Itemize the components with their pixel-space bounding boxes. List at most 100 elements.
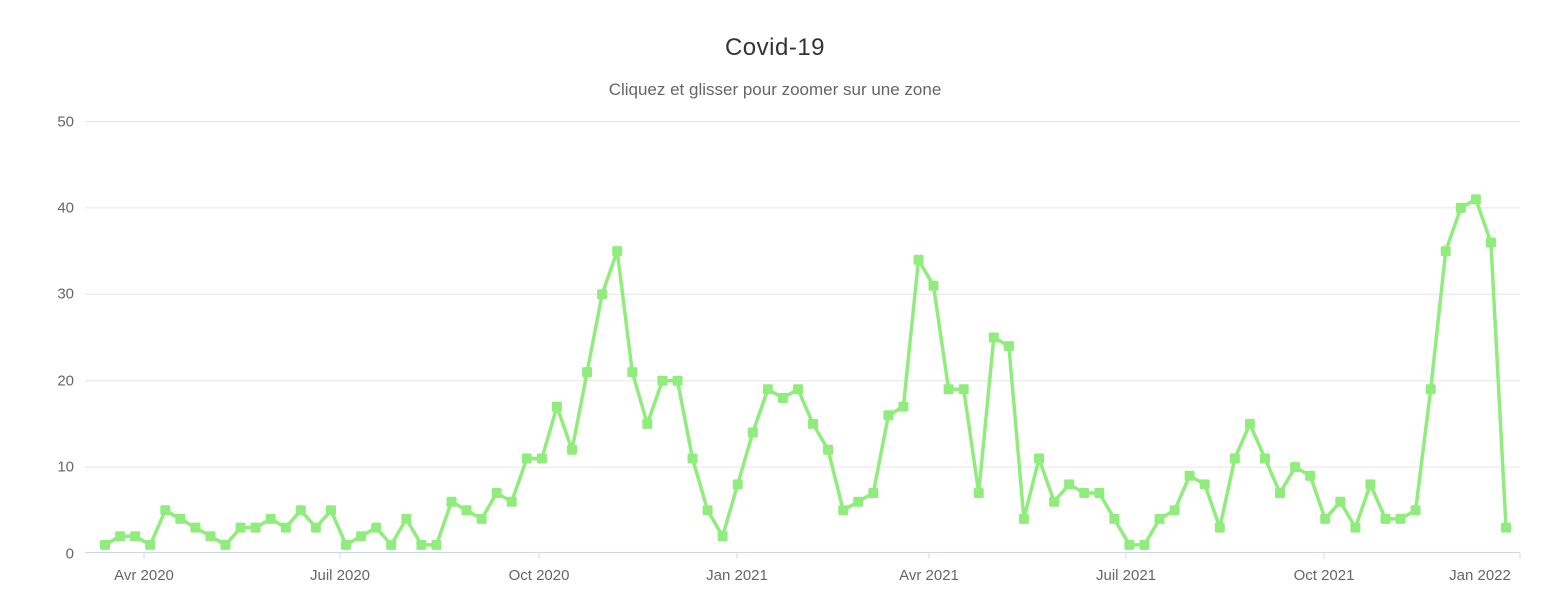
data-point[interactable]	[265, 513, 276, 524]
data-point[interactable]	[160, 505, 171, 516]
data-point[interactable]	[1094, 488, 1105, 498]
data-point[interactable]	[642, 418, 653, 429]
data-point[interactable]	[868, 488, 879, 498]
data-point[interactable]	[250, 522, 261, 533]
plot-area[interactable]	[85, 115, 1520, 553]
data-point[interactable]	[190, 522, 201, 533]
data-point[interactable]	[612, 246, 623, 257]
data-point[interactable]	[205, 531, 216, 542]
x-axis-label: Jan 2022	[1449, 567, 1511, 584]
data-point[interactable]	[536, 453, 547, 464]
data-point[interactable]	[687, 453, 698, 464]
data-point[interactable]	[506, 496, 517, 507]
x-axis-label: Oct 2021	[1293, 567, 1355, 584]
data-point[interactable]	[326, 505, 336, 516]
data-point[interactable]	[1275, 488, 1285, 498]
data-point[interactable]	[1154, 513, 1165, 524]
y-axis-label: 50	[57, 113, 74, 130]
data-point[interactable]	[1455, 202, 1466, 213]
x-axis-label: Juil 2020	[309, 567, 371, 584]
data-point[interactable]	[341, 539, 351, 550]
data-point[interactable]	[521, 453, 532, 464]
data-point[interactable]	[1034, 453, 1044, 464]
data-point[interactable]	[732, 479, 743, 490]
data-point[interactable]	[235, 522, 246, 533]
data-point[interactable]	[1335, 496, 1346, 507]
data-point[interactable]	[672, 375, 683, 386]
data-point[interactable]	[943, 384, 954, 395]
data-point[interactable]	[551, 401, 562, 412]
data-point[interactable]	[627, 367, 638, 378]
data-point[interactable]	[1350, 522, 1361, 533]
data-point[interactable]	[1501, 522, 1511, 533]
data-point[interactable]	[115, 531, 126, 542]
data-point[interactable]	[1425, 384, 1436, 395]
data-point[interactable]	[371, 522, 382, 533]
data-point[interactable]	[1184, 470, 1195, 481]
data-point[interactable]	[808, 418, 818, 429]
data-point[interactable]	[416, 539, 427, 550]
data-point[interactable]	[597, 289, 608, 300]
data-point[interactable]	[1395, 513, 1406, 524]
data-point[interactable]	[1018, 513, 1029, 524]
data-point[interactable]	[1049, 496, 1060, 507]
data-point[interactable]	[431, 539, 442, 550]
data-point[interactable]	[747, 427, 758, 438]
data-point[interactable]	[582, 367, 593, 378]
data-point[interactable]	[958, 384, 969, 395]
data-point[interactable]	[446, 496, 457, 507]
data-point[interactable]	[1214, 522, 1225, 533]
data-point[interactable]	[1260, 453, 1270, 464]
data-point[interactable]	[356, 531, 367, 542]
data-point[interactable]	[898, 401, 909, 412]
data-point[interactable]	[657, 375, 668, 386]
data-point[interactable]	[823, 444, 834, 455]
data-point[interactable]	[1440, 246, 1451, 257]
data-point[interactable]	[913, 254, 924, 265]
data-point[interactable]	[793, 384, 803, 395]
data-point[interactable]	[777, 393, 788, 403]
data-point[interactable]	[1305, 470, 1316, 481]
data-point[interactable]	[175, 513, 186, 524]
data-point[interactable]	[476, 513, 487, 524]
data-point[interactable]	[145, 539, 156, 550]
y-axis-label: 0	[65, 545, 74, 562]
data-point[interactable]	[988, 332, 999, 343]
data-point[interactable]	[310, 522, 321, 533]
data-point[interactable]	[220, 539, 231, 550]
data-point[interactable]	[491, 488, 502, 498]
data-point[interactable]	[838, 505, 849, 516]
data-point[interactable]	[1290, 462, 1301, 473]
data-point[interactable]	[295, 505, 306, 516]
data-point[interactable]	[1064, 479, 1075, 490]
data-point[interactable]	[1003, 341, 1014, 352]
data-point[interactable]	[928, 280, 939, 291]
data-point[interactable]	[401, 513, 412, 524]
data-point[interactable]	[567, 444, 577, 455]
data-point[interactable]	[717, 531, 728, 542]
data-point[interactable]	[853, 496, 864, 507]
data-point[interactable]	[702, 505, 713, 516]
data-point[interactable]	[1320, 513, 1331, 524]
data-point[interactable]	[1109, 513, 1120, 524]
data-point[interactable]	[100, 539, 110, 550]
data-point[interactable]	[386, 539, 397, 550]
data-point[interactable]	[1244, 418, 1255, 429]
data-point[interactable]	[1365, 479, 1376, 490]
data-point[interactable]	[762, 384, 773, 395]
data-point[interactable]	[1169, 505, 1180, 516]
data-point[interactable]	[1410, 505, 1421, 516]
data-point[interactable]	[461, 505, 472, 516]
data-point[interactable]	[1079, 488, 1090, 498]
data-point[interactable]	[1380, 513, 1391, 524]
data-point[interactable]	[1229, 453, 1240, 464]
data-point[interactable]	[280, 522, 291, 533]
data-point[interactable]	[883, 410, 894, 421]
data-point[interactable]	[130, 531, 141, 542]
data-point[interactable]	[1139, 539, 1150, 550]
data-point[interactable]	[973, 488, 984, 498]
data-point[interactable]	[1124, 539, 1135, 550]
data-point[interactable]	[1470, 194, 1481, 205]
data-point[interactable]	[1199, 479, 1210, 490]
data-point[interactable]	[1485, 237, 1496, 248]
